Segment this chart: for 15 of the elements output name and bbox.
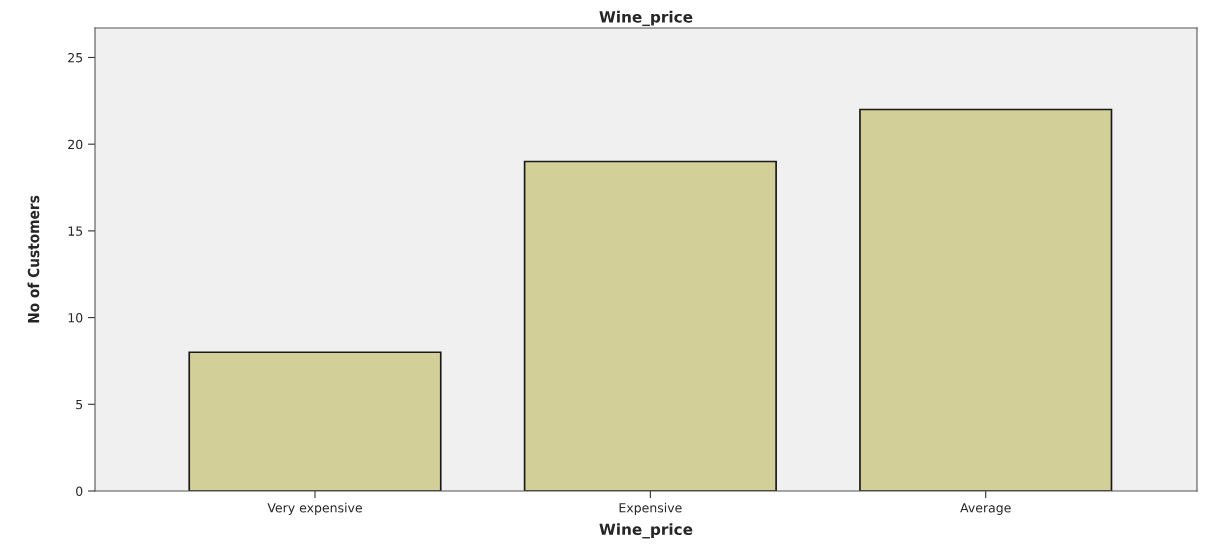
bar xyxy=(859,108,1113,491)
y-tick-label: 15 xyxy=(68,226,83,236)
y-tick-label: 5 xyxy=(76,399,83,410)
x-tick-label: Very expensive xyxy=(267,502,362,515)
bar xyxy=(188,351,442,491)
chart-title: Wine_price xyxy=(599,10,693,27)
y-tick-label: 0 xyxy=(76,486,83,496)
y-tick-label: 25 xyxy=(68,52,83,63)
y-axis-title: No of Customers xyxy=(27,195,40,323)
x-tick-label: Average xyxy=(960,503,1011,515)
y-tick-label: 20 xyxy=(68,139,83,150)
bar xyxy=(523,160,777,491)
x-axis-title: Wine_price xyxy=(599,523,693,539)
x-tick-label: Expensive xyxy=(619,502,682,515)
y-tick-label: 10 xyxy=(68,313,83,323)
